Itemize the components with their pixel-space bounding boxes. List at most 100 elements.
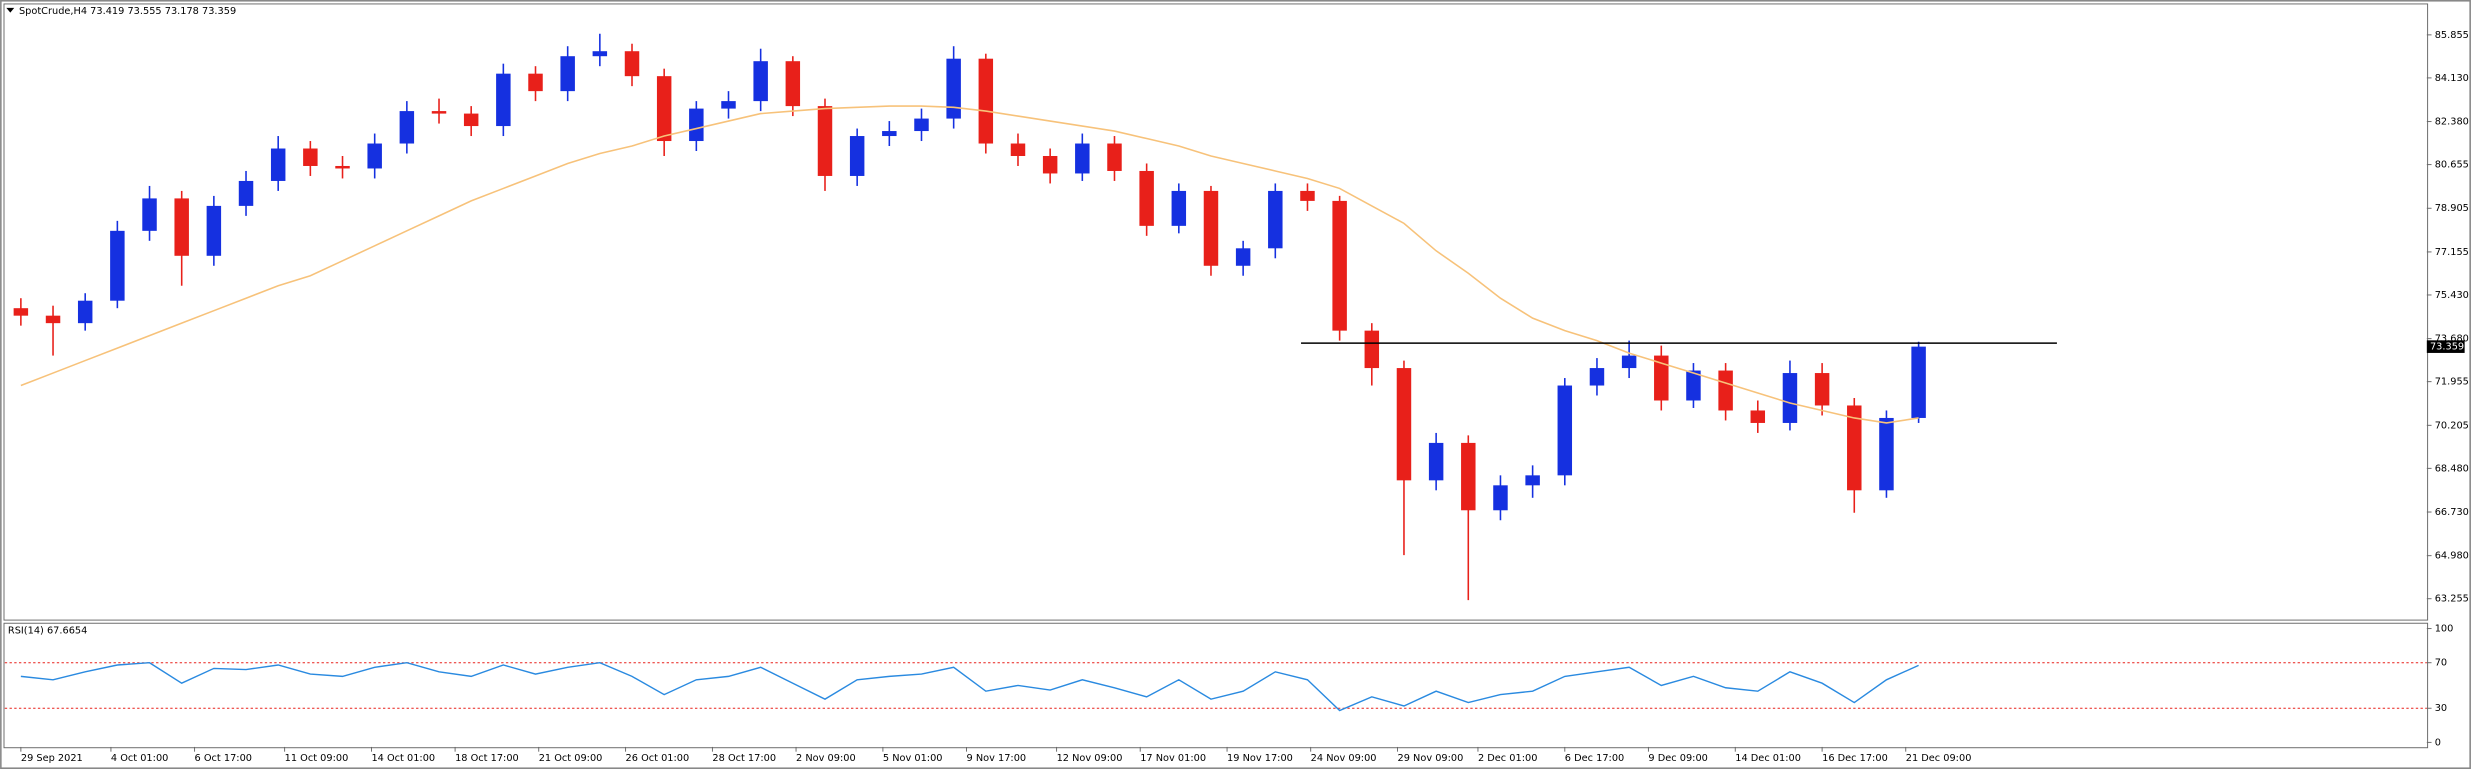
- candle-body: [496, 73, 511, 127]
- header-low: 73.178: [165, 6, 199, 17]
- candle-body: [817, 106, 833, 176]
- candle-body: [624, 51, 640, 77]
- candle-body: [1171, 190, 1187, 226]
- candle-body: [656, 76, 672, 142]
- candle-body: [849, 136, 865, 176]
- x-tick-label: 6 Oct 17:00: [195, 753, 252, 764]
- x-tick-label: 19 Nov 17:00: [1227, 753, 1293, 764]
- candle-body: [978, 58, 994, 144]
- x-tick-label: 2 Nov 09:00: [796, 753, 856, 764]
- candle-body: [367, 143, 382, 169]
- candle-body: [1139, 170, 1154, 226]
- candle-body: [1557, 385, 1573, 476]
- y-tick-label: 73.680: [2435, 334, 2469, 345]
- y-tick-label: 75.430: [2435, 290, 2469, 301]
- candle-body: [1525, 475, 1540, 486]
- candle-body: [303, 148, 318, 166]
- candle-body: [335, 165, 350, 169]
- main-panel: [3, 3, 2429, 621]
- header-open: 73.419: [90, 6, 124, 17]
- candle-body: [399, 111, 415, 144]
- candle-body: [431, 111, 447, 114]
- candle-body: [206, 205, 222, 256]
- y-tick-label: 80.655: [2435, 160, 2469, 171]
- candle-body: [1396, 368, 1412, 481]
- y-tick-label: 84.130: [2435, 73, 2469, 84]
- candle-body: [689, 108, 704, 142]
- candle-body: [1782, 373, 1798, 423]
- candle-body: [1589, 368, 1605, 386]
- y-tick-label: 64.980: [2435, 551, 2469, 562]
- candle-body: [13, 308, 29, 316]
- y-tick-label: 82.380: [2435, 117, 2469, 128]
- candle-body: [1879, 417, 1894, 491]
- candle-body: [238, 180, 254, 206]
- price-tag-label: 73.359: [2430, 342, 2464, 353]
- collapse-icon[interactable]: [6, 7, 15, 13]
- x-tick-label: 26 Oct 01:00: [626, 753, 690, 764]
- x-tick-label: 9 Dec 09:00: [1648, 753, 1707, 764]
- candle-body: [721, 101, 736, 109]
- candle-body: [1268, 190, 1283, 249]
- y-tick-label: 66.730: [2435, 507, 2469, 518]
- x-tick-label: 14 Oct 01:00: [371, 753, 435, 764]
- x-tick-label: 21 Oct 09:00: [539, 753, 603, 764]
- candle-body: [1428, 442, 1444, 481]
- header-high: 73.555: [127, 6, 161, 17]
- candle-body: [1010, 143, 1026, 156]
- y-tick-label: 68.480: [2435, 463, 2469, 474]
- candle-body: [753, 61, 768, 102]
- candle-body: [142, 198, 157, 231]
- rsi-panel: [3, 622, 2429, 749]
- x-tick-label: 5 Nov 01:00: [883, 753, 943, 764]
- candle-body: [1042, 155, 1058, 174]
- y-tick-label: 71.955: [2435, 377, 2469, 388]
- x-tick-label: 12 Nov 09:00: [1057, 753, 1123, 764]
- candle-body: [463, 113, 479, 127]
- rsi-last: 67.6654: [47, 625, 87, 636]
- candle-body: [1847, 405, 1862, 491]
- rsi-header: RSI(14) 67.6654: [8, 625, 87, 636]
- candle-body: [270, 148, 286, 181]
- x-tick-label: 14 Dec 01:00: [1735, 753, 1801, 764]
- candle-body: [1461, 442, 1476, 511]
- candle-body: [1300, 190, 1315, 201]
- candle-body: [946, 58, 961, 119]
- candle-body: [1493, 485, 1508, 511]
- y-tick-label: 63.255: [2435, 594, 2469, 605]
- price-tag: [2426, 340, 2465, 353]
- y-tick-label: 70.205: [2435, 420, 2469, 431]
- candle-body: [1750, 410, 1766, 423]
- candle-body: [1107, 143, 1122, 171]
- y-tick-label: 70: [2435, 658, 2447, 669]
- candle-body: [1814, 373, 1830, 406]
- candle-body: [914, 118, 929, 132]
- y-tick-label: 85.855: [2435, 30, 2469, 41]
- candle-body: [1911, 346, 1926, 418]
- x-tick-label: 4 Oct 01:00: [111, 753, 168, 764]
- x-tick-label: 29 Sep 2021: [21, 753, 83, 764]
- candle-body: [45, 315, 61, 324]
- candle-body: [1075, 143, 1090, 174]
- candle-body: [1203, 190, 1219, 266]
- candle-body: [592, 51, 608, 57]
- y-tick-label: 77.155: [2435, 247, 2469, 258]
- x-tick-label: 17 Nov 01:00: [1140, 753, 1206, 764]
- x-tick-label: 6 Dec 17:00: [1565, 753, 1624, 764]
- x-tick-label: 2 Dec 01:00: [1478, 753, 1537, 764]
- candle-body: [1621, 355, 1637, 369]
- candle-body: [110, 230, 125, 301]
- candle-body: [1686, 370, 1701, 401]
- candle-body: [174, 198, 189, 256]
- y-tick-label: 0: [2435, 737, 2441, 748]
- x-tick-label: 11 Oct 09:00: [285, 753, 349, 764]
- symbol: SpotCrude,H4: [19, 6, 87, 17]
- y-tick-label: 100: [2435, 624, 2454, 635]
- x-tick-label: 9 Nov 17:00: [967, 753, 1027, 764]
- candle-body: [785, 61, 801, 107]
- candle-body: [1364, 330, 1380, 369]
- x-tick-label: 24 Nov 09:00: [1311, 753, 1377, 764]
- candle-body: [1332, 200, 1347, 331]
